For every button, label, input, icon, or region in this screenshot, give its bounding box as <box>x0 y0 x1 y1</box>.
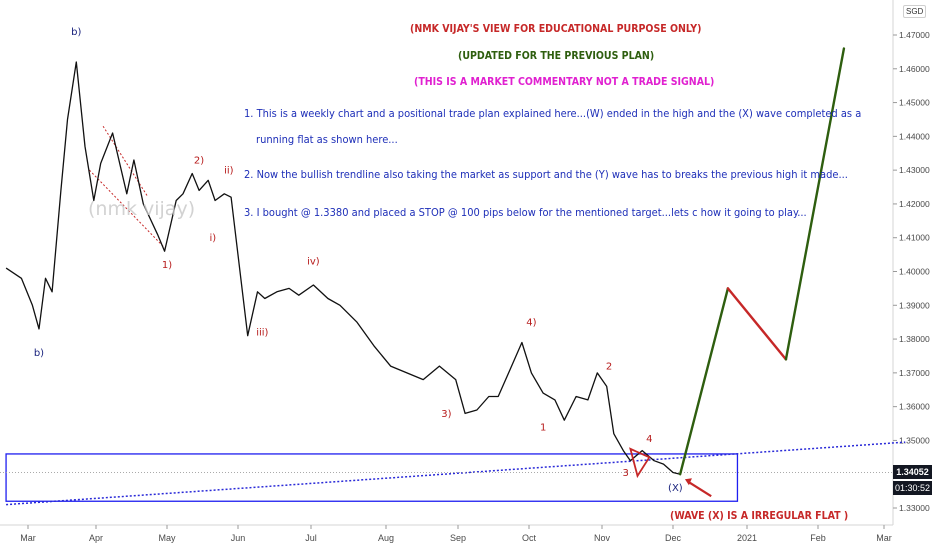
x-tick-label: Mar <box>876 533 892 543</box>
y-tick-label: 1.43000 <box>899 165 930 175</box>
note-point-1-cont: running flat as shown here... <box>256 133 398 146</box>
x-tick-label: Mar <box>20 533 36 543</box>
y-tick-label: 1.41000 <box>899 233 930 243</box>
support-range-box <box>5 453 739 502</box>
x-tick-label: Dec <box>665 533 682 543</box>
y-tick-label: 1.42000 <box>899 199 930 209</box>
x-tick-label: Apr <box>89 533 103 543</box>
footer-note: (WAVE (X) IS A IRREGULAR FLAT ) <box>670 510 849 522</box>
x-tick-label: Feb <box>810 533 826 543</box>
price-line <box>5 61 681 475</box>
y-tick-label: 1.38000 <box>899 334 930 344</box>
projection-leg-down <box>726 287 788 361</box>
currency-label[interactable]: SGD <box>903 5 927 18</box>
x-tick-label: Oct <box>522 533 537 543</box>
projection-leg-up-1 <box>678 287 730 476</box>
note-point-3: 3. I bought @ 1.3380 and placed a STOP @… <box>244 206 807 219</box>
bar-countdown: 01:30:52 <box>893 481 932 495</box>
y-tick-label: 1.39000 <box>899 300 930 310</box>
wave-label: 1 <box>540 422 546 433</box>
projection-leg-up-2 <box>784 47 846 361</box>
x-tick-label: Jul <box>305 533 317 543</box>
y-tick-label: 1.44000 <box>899 131 930 141</box>
x-tick-label: Sep <box>450 533 466 543</box>
note-point-1: 1. This is a weekly chart and a position… <box>244 107 862 120</box>
last-price-tag: 1.34052 <box>893 465 932 479</box>
bullish-trendline <box>6 441 906 506</box>
wave-triangle <box>629 447 651 479</box>
wave-label: b) <box>71 27 81 38</box>
wave-label: 2) <box>194 155 204 166</box>
header-educational: (NMK VIJAY'S VIEW FOR EDUCATIONAL PURPOS… <box>410 23 702 35</box>
wave-label: ii) <box>224 166 234 177</box>
wave-label: 4 <box>646 434 652 445</box>
y-tick-label: 1.40000 <box>899 267 930 277</box>
y-tick-label: 1.47000 <box>899 30 930 40</box>
header-disclaimer: (THIS IS A MARKET COMMENTARY NOT A TRADE… <box>414 76 715 88</box>
wave-label: i) <box>209 233 216 244</box>
header-updated: (UPDATED FOR THE PREVIOUS PLAN) <box>458 50 655 62</box>
y-tick-label: 1.45000 <box>899 98 930 108</box>
x-tick-label: Jun <box>231 533 246 543</box>
x-tick-label: Aug <box>378 533 394 543</box>
wave-label: iii) <box>256 328 268 339</box>
x-tick-label: May <box>158 533 176 543</box>
wave-label: (X) <box>668 483 683 494</box>
y-tick-label: 1.33000 <box>899 503 930 513</box>
wave-label: 3) <box>441 409 451 420</box>
arrow-shaft <box>689 481 712 498</box>
y-tick-label: 1.37000 <box>899 368 930 378</box>
arrow-head <box>684 478 692 486</box>
note-point-2: 2. Now the bullish trendline also taking… <box>244 168 848 181</box>
watermark: (nmk vijay) <box>88 198 196 220</box>
x-tick-label: 2021 <box>737 533 757 543</box>
y-tick-label: 1.46000 <box>899 64 930 74</box>
wave-label: b) <box>34 348 44 359</box>
y-tick-label: 1.35000 <box>899 435 930 445</box>
wave-label: iv) <box>307 257 320 268</box>
y-tick-label: 1.36000 <box>899 402 930 412</box>
wave-label: 4) <box>526 318 536 329</box>
wave-label: 1) <box>162 260 172 271</box>
x-tick-label: Nov <box>594 533 611 543</box>
wave-label: 3 <box>622 468 628 479</box>
wave-label: 2 <box>606 361 612 372</box>
